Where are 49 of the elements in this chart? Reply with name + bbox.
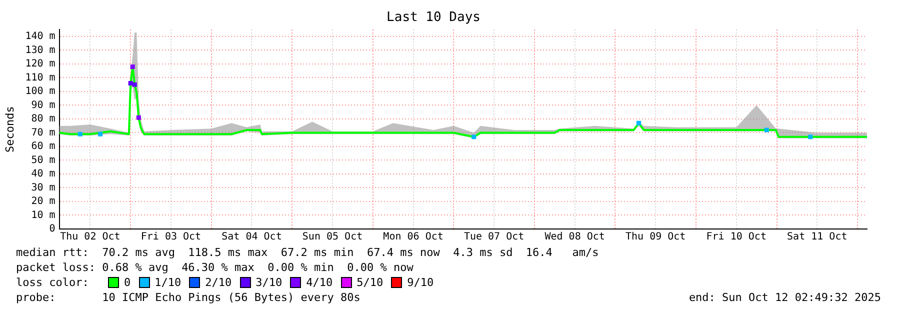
text: packet loss: 0.68 % avg 46.30 % max 0.00 % min 0.00 % now [16,260,414,275]
x-tick-label: Wed 08 Oct [544,232,605,243]
y-tick-label: 80 m [31,114,56,125]
legend-label: 9/10 [407,275,434,290]
y-tick-label: 130 m [25,44,56,56]
y-tick-label: 70 m [31,127,56,138]
point [78,132,82,136]
legend-title: loss color: [16,275,90,290]
y-tick-label: 60 m [31,141,56,152]
x-tick-label: Thu 09 Oct [625,232,686,243]
legend-label: 5/10 [356,275,384,290]
x-tick-label: Fri 03 Oct [140,232,202,243]
x-tick-label: Fri 10 Oct [706,232,766,243]
y-tick-label: 110 m [25,72,56,84]
text: end: Sun Oct 12 02:49:32 2025 [688,290,881,305]
y-tick-label: 120 m [25,58,56,70]
x-tick-label: Mon 06 Oct [383,232,444,243]
point [808,134,813,140]
y-tick-label: 30 m [31,182,56,194]
legend-label: 0 [124,275,131,290]
x-tick-label: Sun 05 Oct [302,232,363,243]
y-tick-label: 100 m [25,86,56,98]
point [636,120,642,126]
y-tick-label: 90 m [31,100,56,111]
point [132,82,137,87]
point [128,80,133,86]
chart-title: Last 10 Days [386,10,480,26]
y-tick-label: 0 [49,224,56,235]
text: probe: 10 ICMP Echo Pings (56 Bytes) every 80s [16,290,360,305]
point [130,64,135,69]
text: median rtt: 70.2 ms avg 118.5 ms max 67.2 ms min 67.4 ms now 4.3 ms sd 16.4 am/s [16,245,600,260]
legend-label: 4/10 [306,275,333,290]
x-tick-label: Thu 02 Oct [60,232,120,243]
y-tick-label: 40 m [31,168,56,180]
point [472,134,476,140]
x-tick-label: Sat 11 Oct [787,232,848,243]
point [98,132,103,136]
y-tick-label: 20 m [31,196,56,208]
y-tick-label: 50 m [31,154,56,166]
x-tick-label: Tue 07 Oct [464,232,524,243]
legend-label: 2/10 [205,275,232,290]
legend-label: 3/10 [256,275,282,290]
y-axis-title: Seconds [3,106,16,152]
y-tick-label: 140 m [25,31,56,42]
legend-label: 1/10 [154,275,182,290]
x-tick-label: Sat 04 Oct [222,232,282,243]
point [764,128,769,132]
point [136,115,141,120]
y-tick-label: 10 m [31,210,56,221]
